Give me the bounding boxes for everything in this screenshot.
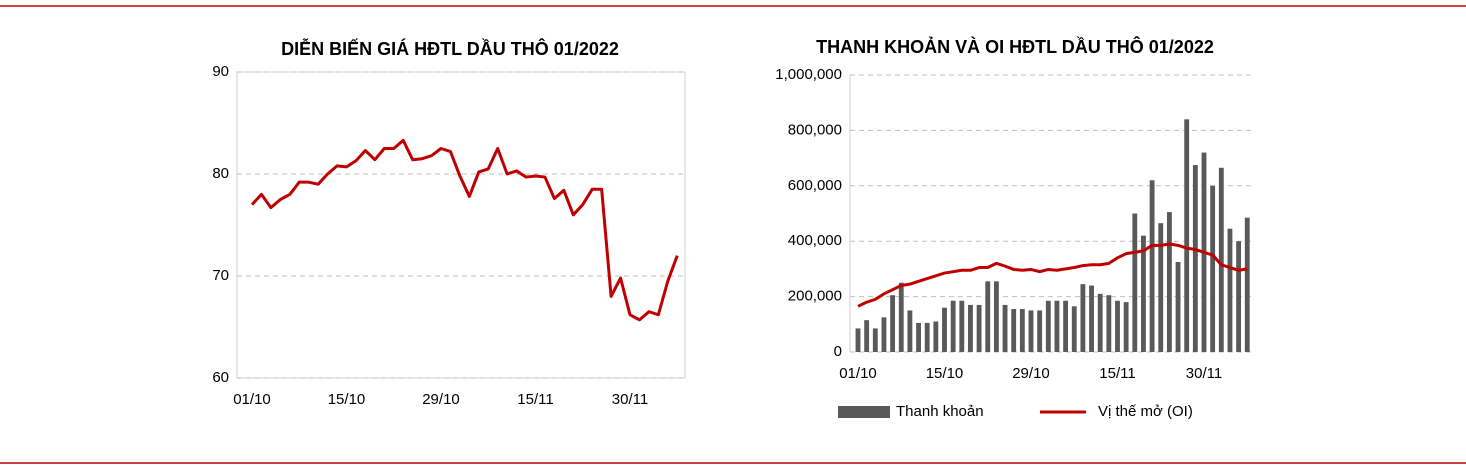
bar [959, 300, 965, 352]
bar [1166, 212, 1172, 352]
x-tick-label: 01/10 [839, 365, 877, 382]
y-tick-label: 200,000 [788, 288, 842, 305]
bar [1184, 119, 1190, 352]
bar [1028, 310, 1034, 352]
bar [881, 317, 887, 352]
legend-label: Vị thế mở (OI) [1098, 403, 1193, 420]
legend-swatch [838, 406, 890, 418]
bar [898, 282, 904, 352]
bar [1141, 235, 1146, 352]
bar [1054, 300, 1060, 352]
bar [855, 328, 861, 352]
bar [1123, 302, 1129, 352]
bar [907, 310, 913, 352]
bar [1227, 228, 1233, 352]
bar [976, 304, 982, 352]
chart-title: THANH KHOẢN VÀ OI HĐTL DẦU THÔ 01/2022 [816, 36, 1214, 57]
bar [1045, 300, 1051, 352]
bar [1115, 300, 1120, 352]
bar [1236, 241, 1242, 352]
bar [864, 320, 870, 352]
legend-label: Thanh khoản [896, 403, 984, 420]
line [857, 242, 1248, 308]
x-tick-label: 29/10 [422, 391, 460, 408]
bar [1080, 284, 1086, 352]
bar [968, 304, 973, 352]
y-tick-label: 400,000 [788, 232, 842, 249]
bar [1037, 310, 1043, 352]
bar [942, 307, 947, 352]
bar [1158, 223, 1164, 352]
y-tick-label: 1,000,000 [775, 66, 842, 83]
bar [1132, 213, 1138, 352]
y-tick-label: 70 [212, 267, 229, 284]
bar [1244, 217, 1250, 352]
y-tick-label: 800,000 [788, 121, 842, 138]
x-tick-label: 15/10 [328, 391, 366, 408]
x-tick-label: 15/11 [517, 391, 553, 408]
bar [1097, 293, 1103, 352]
line [250, 138, 679, 322]
bar [993, 281, 999, 352]
y-tick-label: 80 [212, 165, 229, 182]
bar [1192, 165, 1198, 352]
bar [1002, 304, 1008, 352]
y-tick-label: 600,000 [788, 177, 842, 194]
bar [1218, 167, 1224, 352]
bar [950, 300, 956, 352]
bar [872, 328, 878, 352]
bar [1106, 295, 1112, 352]
x-tick-label: 29/10 [1012, 365, 1050, 382]
bar [1149, 180, 1155, 352]
bar [890, 295, 896, 352]
bar [924, 322, 930, 352]
chart-title: DIỄN BIẾN GIÁ HĐTL DẦU THÔ 01/2022 [281, 38, 619, 59]
bar [1019, 309, 1025, 352]
bar [1210, 185, 1216, 352]
x-tick-label: 30/11 [612, 391, 648, 408]
bar [1089, 285, 1094, 352]
plot-area [236, 71, 686, 379]
y-tick-label: 0 [834, 343, 842, 360]
bar [916, 322, 921, 352]
bar [1071, 306, 1077, 352]
bar [985, 281, 991, 352]
bar [1175, 261, 1181, 352]
bar [933, 321, 939, 352]
bar [1063, 300, 1069, 352]
x-tick-label: 15/11 [1099, 365, 1135, 382]
y-tick-label: 60 [212, 369, 229, 386]
bar [1011, 309, 1017, 352]
x-tick-label: 01/10 [233, 391, 271, 408]
y-tick-label: 90 [212, 63, 229, 80]
x-tick-label: 30/11 [1186, 365, 1222, 382]
x-tick-label: 15/10 [926, 365, 964, 382]
